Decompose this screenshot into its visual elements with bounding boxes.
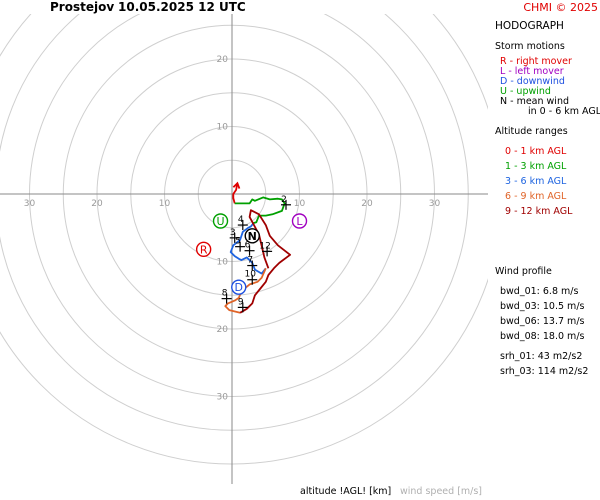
v-tick-label: 20 <box>217 325 229 335</box>
altitude-marks: 2 435 6 12 7 10 89 <box>221 195 291 313</box>
bwd-01-value: bwd_01: 6.8 m/s <box>500 286 579 297</box>
altitude-label: 5 <box>235 237 241 247</box>
bwd-06-value: bwd_06: 13.7 m/s <box>500 316 585 327</box>
u-tick-label: 10 <box>159 199 171 209</box>
trace-segment <box>234 196 286 224</box>
storm-motion-circle <box>195 241 212 258</box>
datetime-label: 10.05.2025 12 UTC <box>118 0 246 14</box>
altitude-label: 4 <box>238 215 244 225</box>
wind-speed-label: wind speed [m/s] <box>400 486 483 497</box>
v-tick-label: 20 <box>217 55 229 65</box>
storm-motion-label: N <box>248 230 257 243</box>
storm-motions-heading: Storm motions <box>495 41 565 52</box>
altitude-label: 7 <box>247 256 253 266</box>
trace-segment <box>232 183 239 204</box>
range-ring <box>0 14 469 431</box>
range-6-9km: 6 - 9 km AGL <box>505 191 567 202</box>
altitude-label: 9 <box>238 297 244 307</box>
range-3-6km: 3 - 6 km AGL <box>505 176 567 187</box>
legend-mean-wind-layer: in 0 - 6 km AGL <box>528 106 600 117</box>
legend-upwind: U - upwind <box>500 86 551 97</box>
u-tick-label: 20 <box>361 199 373 209</box>
trace-segment <box>224 267 267 314</box>
v-tick-label: 10 <box>217 123 229 133</box>
storm-motion-circle <box>291 213 308 229</box>
u-tick-label: 30 <box>24 199 36 209</box>
storm-motion-label: D <box>235 281 243 294</box>
altitude-label: 8 <box>222 289 228 299</box>
storm-motion-circle <box>212 213 229 229</box>
legend-left-mover: L - left mover <box>500 66 564 77</box>
altitude-label: 2 <box>281 195 287 205</box>
legend-downwind: D - downwind <box>500 76 565 87</box>
altitude-axis-label: altitude !AGL! [km] <box>300 486 392 497</box>
bwd-03-value: bwd_03: 10.5 m/s <box>500 301 585 312</box>
v-tick-label: 30 <box>217 393 229 403</box>
station-name: Prostejov <box>50 0 115 14</box>
bwd-08-value: bwd_08: 18.0 m/s <box>500 331 585 342</box>
wind-trace <box>224 181 292 314</box>
srh-03-value: srh_03: 114 m2/s2 <box>500 366 589 377</box>
u-tick-label: 10 <box>294 199 306 209</box>
trace-start-marker <box>232 181 241 189</box>
range-1-3km: 1 - 3 km AGL <box>505 161 567 172</box>
storm-motion-label: L <box>296 215 303 228</box>
srh-01-value: srh_01: 43 m2/s2 <box>500 351 583 362</box>
range-0-1km: 0 - 1 km AGL <box>505 146 567 157</box>
trace-segment <box>239 209 292 314</box>
copyright-label: CHMI © 2025 <box>523 1 598 14</box>
storm-motion-label: U <box>216 215 224 228</box>
storm-motion-circle <box>244 228 260 244</box>
altitude-ranges-heading: Altitude ranges <box>495 126 568 137</box>
u-tick-label: 30 <box>429 199 441 209</box>
v-tick-label: 10 <box>217 258 229 268</box>
altitude-label: 3 <box>230 228 236 238</box>
storm-motion-markers: R L D U N <box>195 213 308 295</box>
range-9-12km: 9 - 12 km AGL <box>505 206 573 217</box>
altitude-label: 10 <box>245 270 257 280</box>
hodograph-heading: HODOGRAPH <box>495 20 564 32</box>
legend-right-mover: R - right mover <box>500 56 572 67</box>
altitude-label: 12 <box>259 241 270 251</box>
u-tick-label: 20 <box>91 199 103 209</box>
axis-tick-labels: 30 20 10 10 20 30 20 10 10 20 30 <box>24 55 441 403</box>
storm-motion-circle <box>231 279 247 295</box>
storm-motion-label: R <box>200 243 208 256</box>
wind-profile-heading: Wind profile <box>495 266 552 277</box>
trace-segment <box>229 222 267 275</box>
legend-mean-wind: N - mean wind <box>500 96 569 107</box>
altitude-label: 6 <box>245 241 251 251</box>
